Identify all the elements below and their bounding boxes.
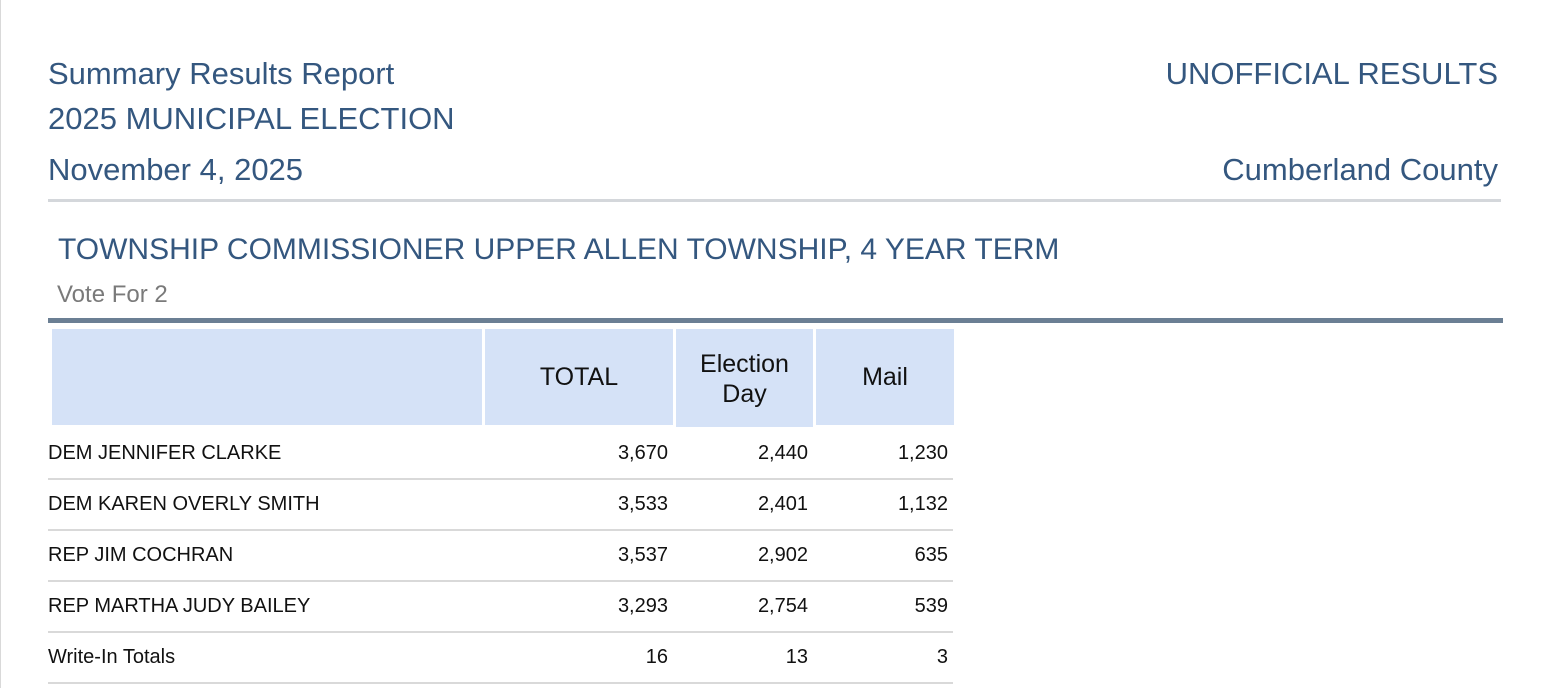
election-day-votes: 2,401 bbox=[757, 493, 808, 515]
election-day-votes: 13 bbox=[785, 646, 808, 668]
election-day-votes: 2,754 bbox=[757, 595, 808, 617]
header-divider bbox=[48, 199, 1501, 202]
mail-votes: 1,230 bbox=[897, 442, 948, 464]
candidate-name: DEM JENNIFER CLARKE bbox=[48, 442, 282, 464]
table-row: REP MARTHA JUDY BAILEY 3,293 2,754 539 bbox=[48, 581, 953, 632]
total-votes: 3,533 bbox=[617, 493, 668, 515]
contest-divider bbox=[48, 318, 1503, 323]
column-header-mail: Mail bbox=[816, 329, 954, 425]
page-edge bbox=[0, 0, 1, 688]
mail-votes: 3 bbox=[936, 646, 948, 668]
column-header-candidate bbox=[52, 329, 482, 425]
row-divider bbox=[48, 529, 953, 531]
table-row: Write-In Totals 16 13 3 bbox=[48, 632, 953, 683]
candidate-name: DEM KAREN OVERLY SMITH bbox=[48, 493, 320, 515]
mail-votes: 1,132 bbox=[897, 493, 948, 515]
table-row: REP JIM COCHRAN 3,537 2,902 635 bbox=[48, 530, 953, 581]
mail-votes: 635 bbox=[914, 544, 948, 566]
total-votes: 3,293 bbox=[617, 595, 668, 617]
row-divider bbox=[48, 478, 953, 480]
table-row: DEM KAREN OVERLY SMITH 3,533 2,401 1,132 bbox=[48, 479, 953, 530]
column-header-total: TOTAL bbox=[485, 329, 673, 425]
election-day-votes: 2,902 bbox=[757, 544, 808, 566]
candidate-name: REP MARTHA JUDY BAILEY bbox=[48, 595, 311, 617]
contest-title: TOWNSHIP COMMISSIONER UPPER ALLEN TOWNSH… bbox=[58, 233, 1060, 266]
county-name: Cumberland County bbox=[1222, 152, 1498, 187]
column-header-election-day: Election Day bbox=[676, 329, 813, 427]
row-divider bbox=[48, 580, 953, 582]
candidate-name: Write-In Totals bbox=[48, 646, 176, 668]
mail-votes: 539 bbox=[914, 595, 948, 617]
total-votes: 3,670 bbox=[617, 442, 668, 464]
vote-for-label: Vote For 2 bbox=[57, 281, 168, 308]
election-date: November 4, 2025 bbox=[48, 152, 304, 187]
row-divider bbox=[48, 631, 953, 633]
election-day-votes: 2,440 bbox=[757, 442, 808, 464]
total-votes: 3,537 bbox=[617, 544, 668, 566]
total-votes: 16 bbox=[645, 646, 668, 668]
table-row: DEM JENNIFER CLARKE 3,670 2,440 1,230 bbox=[48, 428, 953, 479]
report-title: Summary Results Report bbox=[48, 56, 395, 91]
report-status: UNOFFICIAL RESULTS bbox=[1165, 56, 1498, 91]
row-divider bbox=[48, 682, 953, 684]
column-header-election-day-label: Election Day bbox=[700, 350, 789, 408]
election-name: 2025 MUNICIPAL ELECTION bbox=[48, 101, 455, 136]
candidate-name: REP JIM COCHRAN bbox=[48, 544, 234, 566]
